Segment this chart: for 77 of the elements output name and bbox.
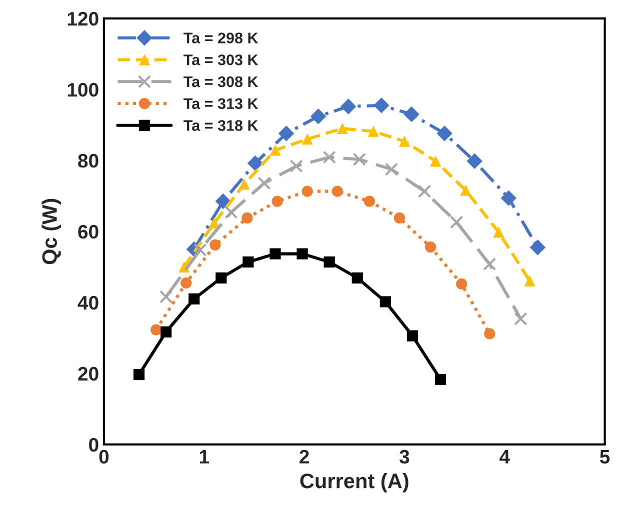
- point: [418, 184, 432, 198]
- point: [270, 248, 281, 260]
- y-axis-title: Qc (W): [42, 198, 62, 264]
- x-axis-title: Current (A): [300, 473, 408, 492]
- point: [434, 374, 446, 386]
- point: [180, 277, 192, 288]
- point: [374, 98, 390, 114]
- point: [296, 248, 308, 260]
- point: [483, 258, 496, 271]
- point: [215, 193, 232, 210]
- y-tick-label: 100: [68, 82, 98, 97]
- point: [159, 290, 173, 304]
- point: [404, 106, 420, 122]
- point: [430, 156, 442, 167]
- point: [194, 243, 207, 257]
- y-tick-label: 40: [78, 296, 98, 310]
- point: [466, 153, 482, 169]
- point: [406, 330, 418, 342]
- point: [484, 328, 496, 340]
- x-tick-label: 3: [400, 450, 410, 464]
- point: [216, 272, 227, 284]
- point: [384, 162, 398, 176]
- point: [272, 196, 283, 207]
- point: [352, 272, 363, 284]
- point: [380, 296, 391, 308]
- point: [302, 186, 313, 197]
- legend-label: Ta = 313 K: [184, 98, 258, 110]
- y-tick-label: 80: [78, 154, 98, 168]
- point: [258, 176, 271, 190]
- point: [364, 196, 375, 207]
- point: [524, 275, 536, 286]
- point: [394, 212, 406, 224]
- point: [150, 324, 162, 336]
- point: [500, 190, 516, 206]
- x-tick-label: 5: [600, 450, 610, 464]
- point: [332, 186, 343, 197]
- legend-label: Ta = 318 K: [184, 120, 258, 131]
- y-tick-label: 20: [78, 366, 98, 381]
- point: [302, 134, 313, 145]
- point: [368, 126, 379, 137]
- point: [336, 122, 348, 134]
- point: [493, 226, 504, 238]
- point: [340, 98, 356, 114]
- point: [460, 184, 472, 196]
- y-tick-label: 120: [68, 12, 98, 26]
- point: [224, 206, 238, 219]
- point: [242, 256, 254, 268]
- y-tick-label: 0: [89, 438, 98, 452]
- x-tick-label: 4: [500, 450, 510, 464]
- point: [188, 293, 200, 304]
- point: [436, 126, 452, 142]
- legend-label: Ta = 298 K: [184, 32, 258, 44]
- point: [310, 108, 326, 124]
- point: [514, 312, 528, 326]
- point: [270, 144, 281, 156]
- point: [530, 240, 546, 256]
- point: [160, 326, 172, 338]
- point: [322, 150, 336, 164]
- x-tick-label: 1: [200, 450, 209, 464]
- point: [242, 212, 253, 224]
- point: [424, 242, 436, 253]
- point: [278, 126, 294, 142]
- point: [456, 278, 468, 290]
- legend-label: Ta = 308 K: [184, 76, 258, 88]
- point: [133, 368, 145, 380]
- y-tick-label: 60: [78, 224, 98, 239]
- point: [450, 216, 464, 229]
- x-tick-label: 2: [300, 450, 309, 464]
- point: [238, 178, 250, 190]
- point: [324, 256, 335, 268]
- point: [398, 136, 410, 147]
- legend-label: Ta = 303 K: [184, 54, 258, 66]
- point: [352, 152, 366, 166]
- point: [290, 160, 303, 173]
- point: [247, 155, 264, 172]
- point: [210, 239, 221, 250]
- x-tick-label: 0: [99, 450, 109, 464]
